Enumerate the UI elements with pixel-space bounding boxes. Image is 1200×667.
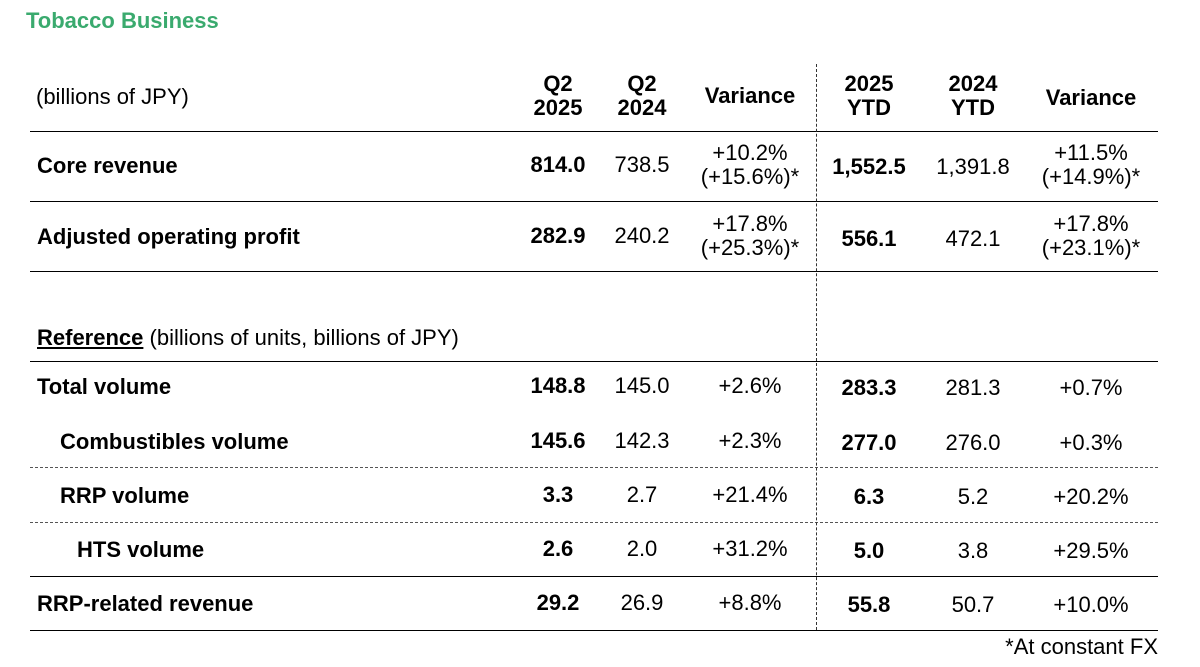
hts-volume-variance-ytd: +29.5% (1053, 538, 1129, 563)
hts-volume-q2-2024: 2.0 (626, 536, 658, 561)
header-variance-q: Variance (704, 83, 796, 108)
aop-variance-q: +17.8% (+25.3%)* (700, 211, 800, 260)
core-revenue-variance-q: +10.2% (+15.6%)* (700, 140, 800, 189)
rrp-revenue-q2-2025: 29.2 (536, 590, 580, 615)
page-title: Tobacco Business (26, 8, 219, 33)
row-label-total-volume: Total volume (37, 374, 172, 399)
rrp-volume-2025-ytd: 6.3 (853, 484, 885, 509)
rrp-revenue-2025-ytd: 55.8 (847, 592, 891, 617)
core-revenue-q2-2025: 814.0 (530, 152, 586, 177)
row-label-adjusted-operating-profit: Adjusted operating profit (37, 224, 300, 249)
total-volume-variance-ytd: +0.7% (1059, 375, 1123, 400)
combustibles-q2-2025: 145.6 (530, 428, 586, 453)
hts-volume-2024-ytd: 3.8 (957, 538, 989, 563)
core-revenue-q2-2024: 738.5 (614, 152, 670, 177)
row-divider (30, 201, 1158, 202)
rrp-volume-2024-ytd: 5.2 (957, 484, 989, 509)
row-divider-dashed (30, 522, 1158, 523)
hts-volume-q2-2025: 2.6 (542, 536, 574, 561)
row-divider (30, 576, 1158, 577)
rrp-volume-variance-q: +21.4% (712, 482, 788, 507)
rrp-volume-q2-2024: 2.7 (626, 482, 658, 507)
reference-label: Reference (37, 325, 144, 350)
rrp-volume-variance-ytd: +20.2% (1053, 484, 1129, 509)
reference-units: (billions of units, billions of JPY) (143, 325, 459, 350)
reference-heading: Reference (billions of units, billions o… (37, 325, 459, 351)
row-label-hts-volume: HTS volume (77, 537, 205, 562)
total-volume-q2-2024: 145.0 (614, 373, 670, 398)
total-volume-q2-2025: 148.8 (530, 373, 586, 398)
total-volume-2025-ytd: 283.3 (841, 375, 897, 400)
footnote: *At constant FX (1005, 634, 1158, 659)
aop-q2-2024: 240.2 (614, 223, 670, 248)
ytd-separator (816, 64, 817, 630)
rrp-volume-q2-2025: 3.3 (542, 482, 574, 507)
header-q2-2024: Q2 2024 (617, 71, 667, 120)
total-volume-variance-q: +2.6% (718, 373, 782, 398)
aop-2025-ytd: 556.1 (841, 226, 897, 251)
combustibles-q2-2024: 142.3 (614, 428, 670, 453)
combustibles-2024-ytd: 276.0 (945, 430, 1001, 455)
header-variance-ytd: Variance (1045, 85, 1137, 110)
row-label-rrp-related-revenue: RRP-related revenue (37, 591, 254, 616)
hts-volume-2025-ytd: 5.0 (853, 538, 885, 563)
row-divider (30, 271, 1158, 272)
row-divider (30, 361, 1158, 362)
combustibles-2025-ytd: 277.0 (841, 430, 897, 455)
aop-2024-ytd: 472.1 (945, 226, 1001, 251)
aop-q2-2025: 282.9 (530, 223, 586, 248)
table-bottom-border (30, 630, 1158, 631)
unit-label: (billions of JPY) (36, 84, 189, 109)
combustibles-variance-q: +2.3% (718, 428, 782, 453)
row-label-core-revenue: Core revenue (37, 153, 178, 178)
core-revenue-2025-ytd: 1,552.5 (832, 154, 906, 179)
header-divider (30, 131, 1158, 132)
row-divider-dashed (30, 467, 1158, 468)
rrp-revenue-variance-ytd: +10.0% (1053, 592, 1129, 617)
core-revenue-variance-ytd: +11.5% (+14.9%)* (1041, 140, 1141, 189)
header-2025-ytd: 2025 YTD (844, 71, 894, 120)
total-volume-2024-ytd: 281.3 (945, 375, 1001, 400)
core-revenue-2024-ytd: 1,391.8 (936, 154, 1010, 179)
header-2024-ytd: 2024 YTD (948, 71, 998, 120)
header-q2-2025: Q2 2025 (533, 71, 583, 120)
hts-volume-variance-q: +31.2% (712, 536, 788, 561)
rrp-revenue-variance-q: +8.8% (718, 590, 782, 615)
aop-variance-ytd: +17.8% (+23.1%)* (1041, 211, 1141, 260)
row-label-rrp-volume: RRP volume (60, 483, 190, 508)
rrp-revenue-q2-2024: 26.9 (620, 590, 664, 615)
combustibles-variance-ytd: +0.3% (1059, 430, 1123, 455)
row-label-combustibles-volume: Combustibles volume (60, 429, 289, 454)
rrp-revenue-2024-ytd: 50.7 (951, 592, 995, 617)
